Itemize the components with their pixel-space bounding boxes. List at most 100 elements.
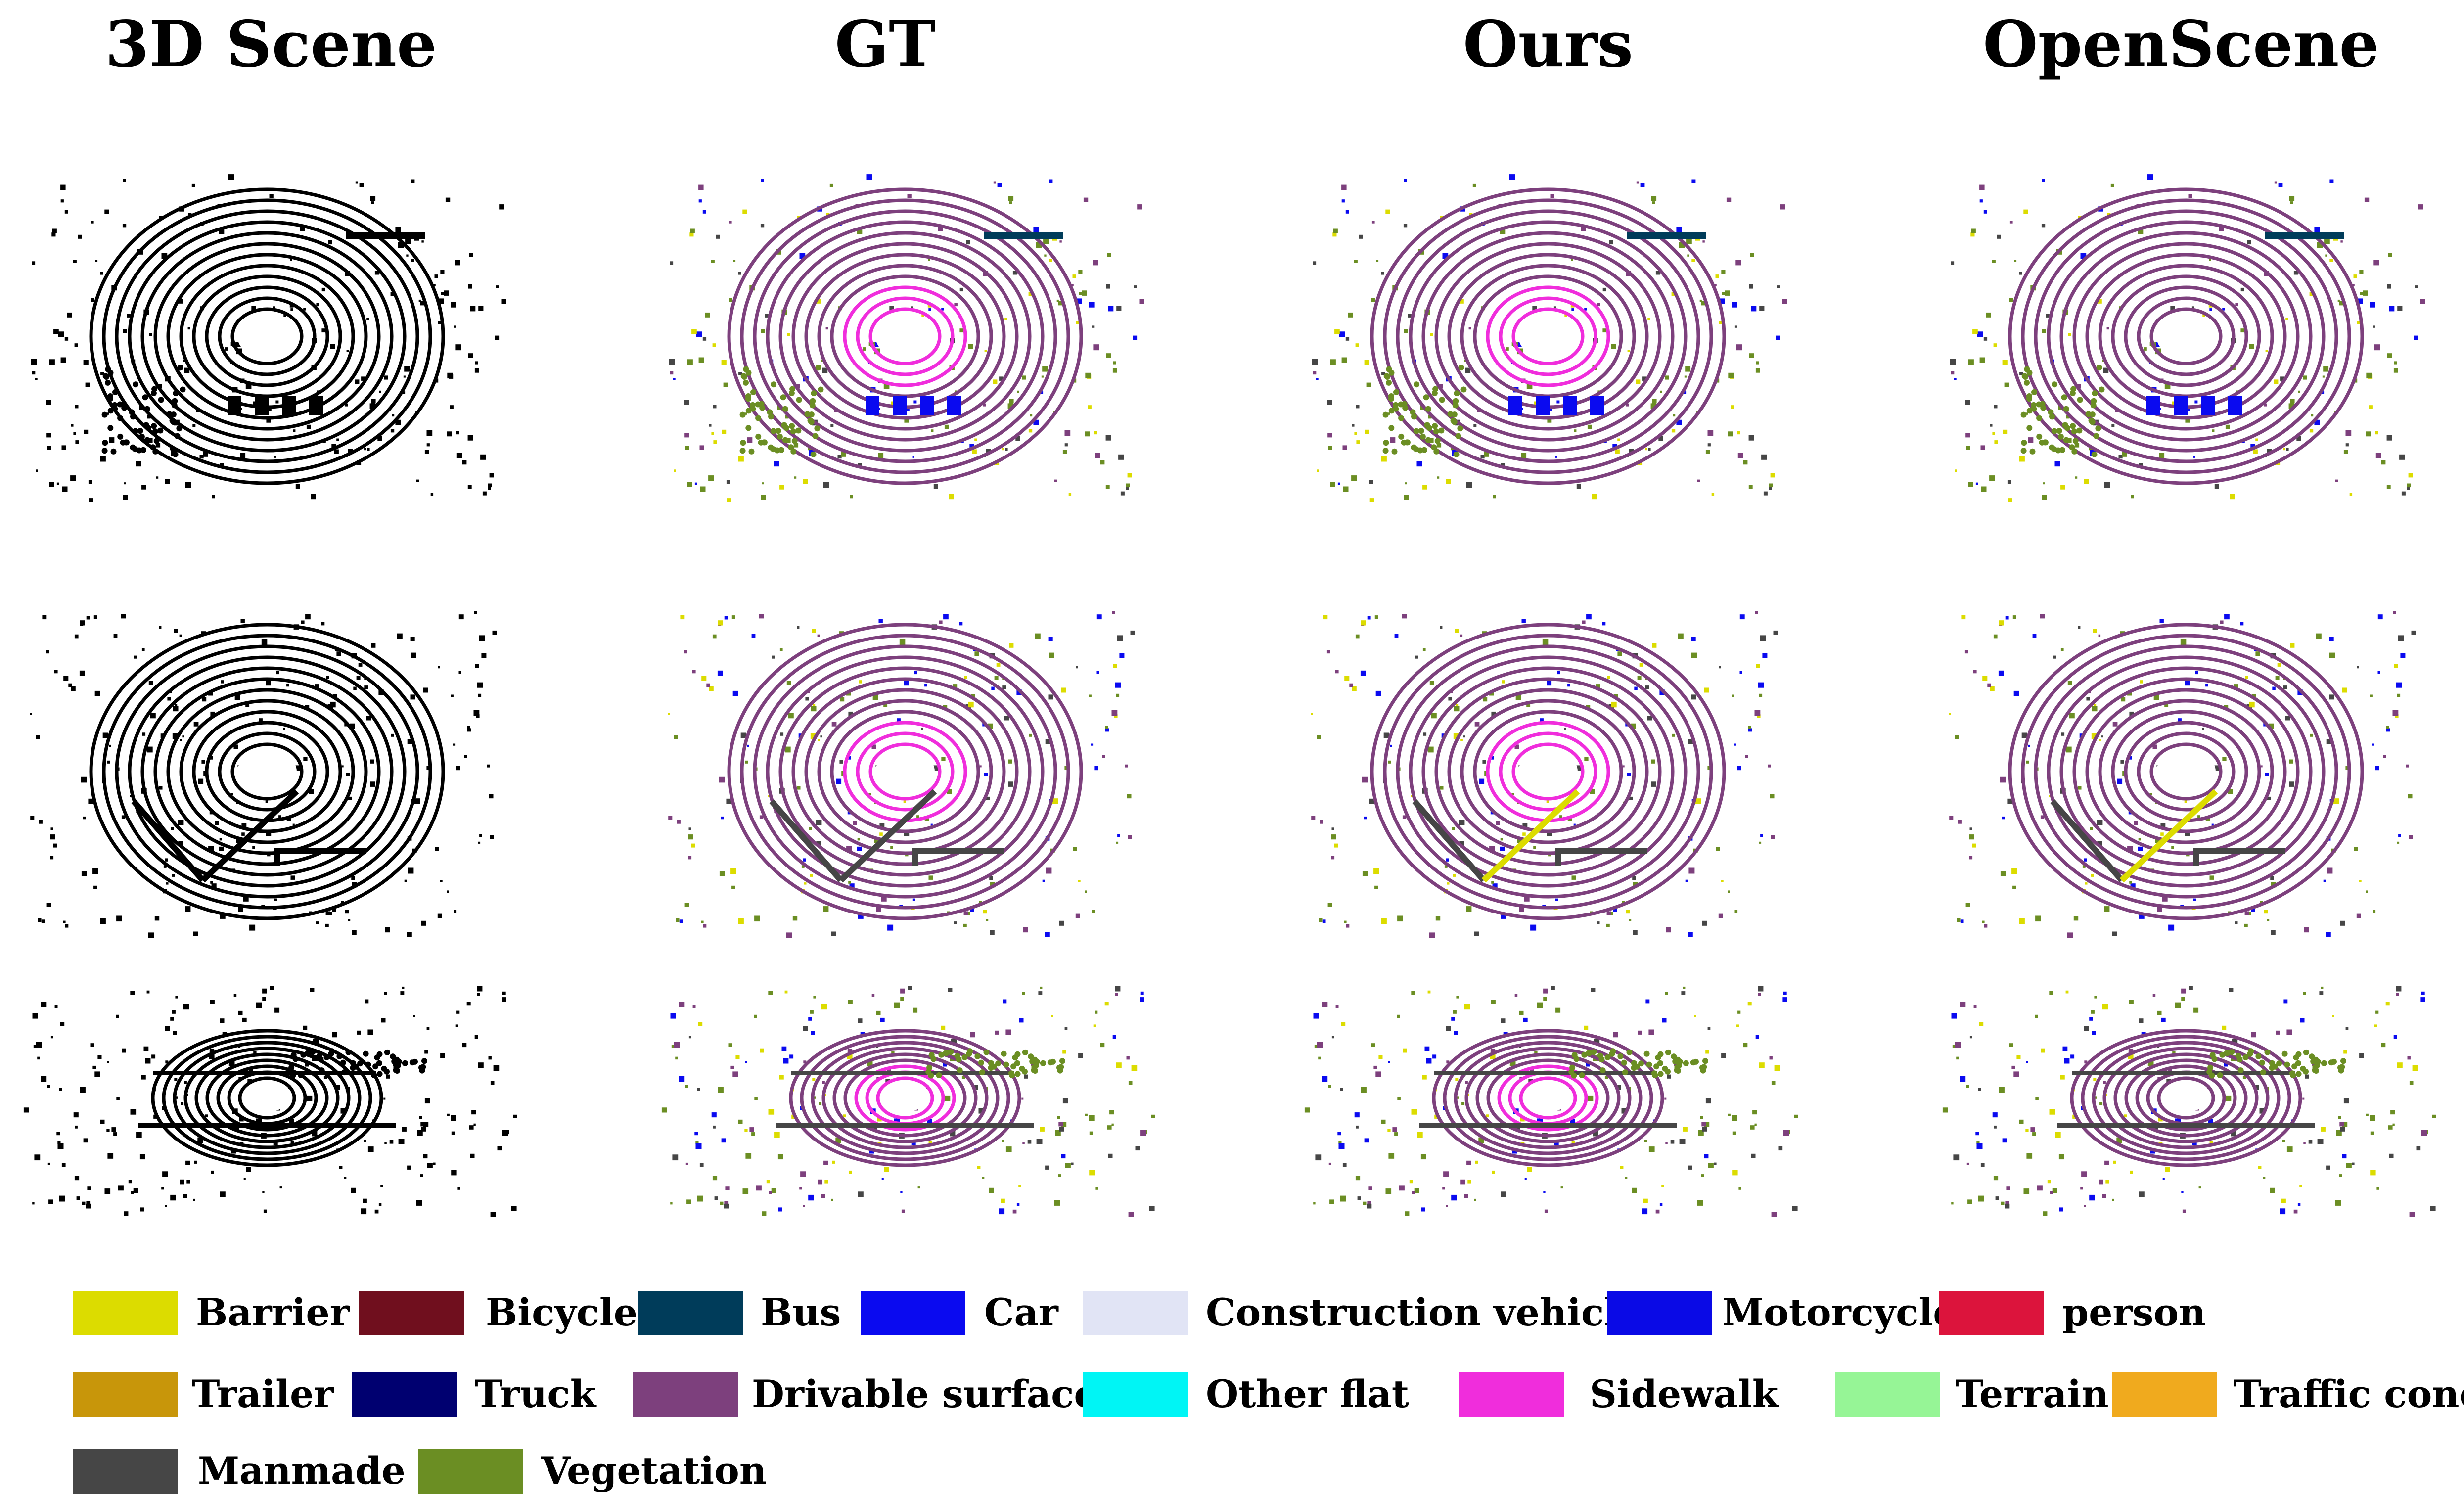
point <box>742 1188 749 1194</box>
vegetation-point <box>789 386 796 392</box>
point <box>1388 412 1390 415</box>
point <box>2191 306 2194 309</box>
point <box>899 639 906 645</box>
point <box>930 823 933 826</box>
point <box>1500 846 1505 851</box>
panel-scene-row-3 <box>23 986 517 1217</box>
point <box>2112 1198 2114 1201</box>
point <box>2007 480 2011 484</box>
point <box>1500 229 1506 234</box>
point <box>2180 639 2187 645</box>
point <box>917 1186 920 1189</box>
point <box>1071 284 1074 286</box>
vegetation-point <box>770 428 776 434</box>
point <box>2224 614 2230 620</box>
vegetation-point <box>974 1053 981 1059</box>
point <box>1048 694 1053 700</box>
point <box>1750 253 1754 257</box>
point <box>187 327 190 330</box>
point <box>1543 1191 1546 1193</box>
point <box>1408 314 1412 318</box>
point <box>31 359 37 365</box>
point <box>1404 329 1408 333</box>
point <box>256 1002 262 1008</box>
point <box>687 359 693 365</box>
point <box>421 1127 426 1132</box>
point <box>234 694 240 700</box>
lidar-ring <box>868 307 942 365</box>
point <box>2019 372 2023 375</box>
point <box>209 811 213 815</box>
point <box>2396 682 2402 688</box>
point <box>1551 986 1555 990</box>
point <box>2102 1004 2108 1010</box>
point <box>107 1153 114 1159</box>
point <box>1100 1043 1105 1048</box>
point <box>32 261 36 265</box>
vegetation-point <box>158 397 164 403</box>
point <box>2289 196 2295 201</box>
point <box>953 684 958 688</box>
point <box>1107 1125 1112 1130</box>
point <box>738 372 742 375</box>
point <box>1115 993 1118 996</box>
point <box>1029 733 1032 737</box>
vegetation-point <box>1652 1072 1658 1079</box>
point <box>804 882 807 885</box>
lidar-ring <box>1511 742 1585 801</box>
vegetation-point <box>1398 415 1405 421</box>
vegetation-point <box>144 406 150 412</box>
point <box>1630 723 1636 729</box>
point <box>2397 841 2400 844</box>
lidar-ring <box>2059 231 2313 442</box>
point <box>1328 1162 1331 1165</box>
lidar-ring <box>166 688 368 855</box>
point <box>489 473 494 478</box>
point <box>426 430 433 436</box>
point <box>2326 932 2331 937</box>
point <box>1707 443 1711 447</box>
point <box>1701 301 1706 306</box>
point <box>2053 655 2056 659</box>
point <box>185 1160 190 1165</box>
point <box>1334 329 1340 334</box>
point <box>831 931 836 936</box>
lidar-ring <box>89 623 445 920</box>
point <box>150 713 156 719</box>
point <box>986 796 990 800</box>
point <box>1107 253 1111 257</box>
point <box>1584 757 1589 761</box>
point <box>1547 418 1552 423</box>
point <box>1439 384 1443 388</box>
lidar-ring <box>194 1052 340 1143</box>
vegetation-point <box>290 1052 297 1058</box>
point <box>760 224 765 228</box>
point <box>2282 1140 2285 1142</box>
point <box>1590 789 1595 794</box>
point <box>2030 1127 2035 1132</box>
point <box>973 1085 978 1090</box>
point <box>1390 744 1392 747</box>
point <box>1639 663 1643 667</box>
point <box>32 1013 38 1019</box>
point <box>1357 1196 1361 1200</box>
point <box>2164 703 2169 707</box>
point <box>1362 776 1368 783</box>
point <box>1691 637 1696 641</box>
point <box>1085 372 1091 379</box>
point <box>1521 453 1527 458</box>
point <box>2026 1153 2033 1159</box>
point <box>451 302 456 308</box>
point <box>2170 306 2175 311</box>
lidar-ring <box>843 1058 967 1138</box>
point <box>820 735 822 738</box>
point <box>243 1178 246 1180</box>
point <box>691 843 695 848</box>
point <box>1973 1005 1977 1008</box>
vegetation-point <box>363 1050 369 1057</box>
point <box>2209 1141 2213 1145</box>
lidar-ring <box>1447 253 1649 420</box>
vegetation-point <box>105 366 111 372</box>
point <box>249 924 256 931</box>
point <box>1369 480 1373 484</box>
